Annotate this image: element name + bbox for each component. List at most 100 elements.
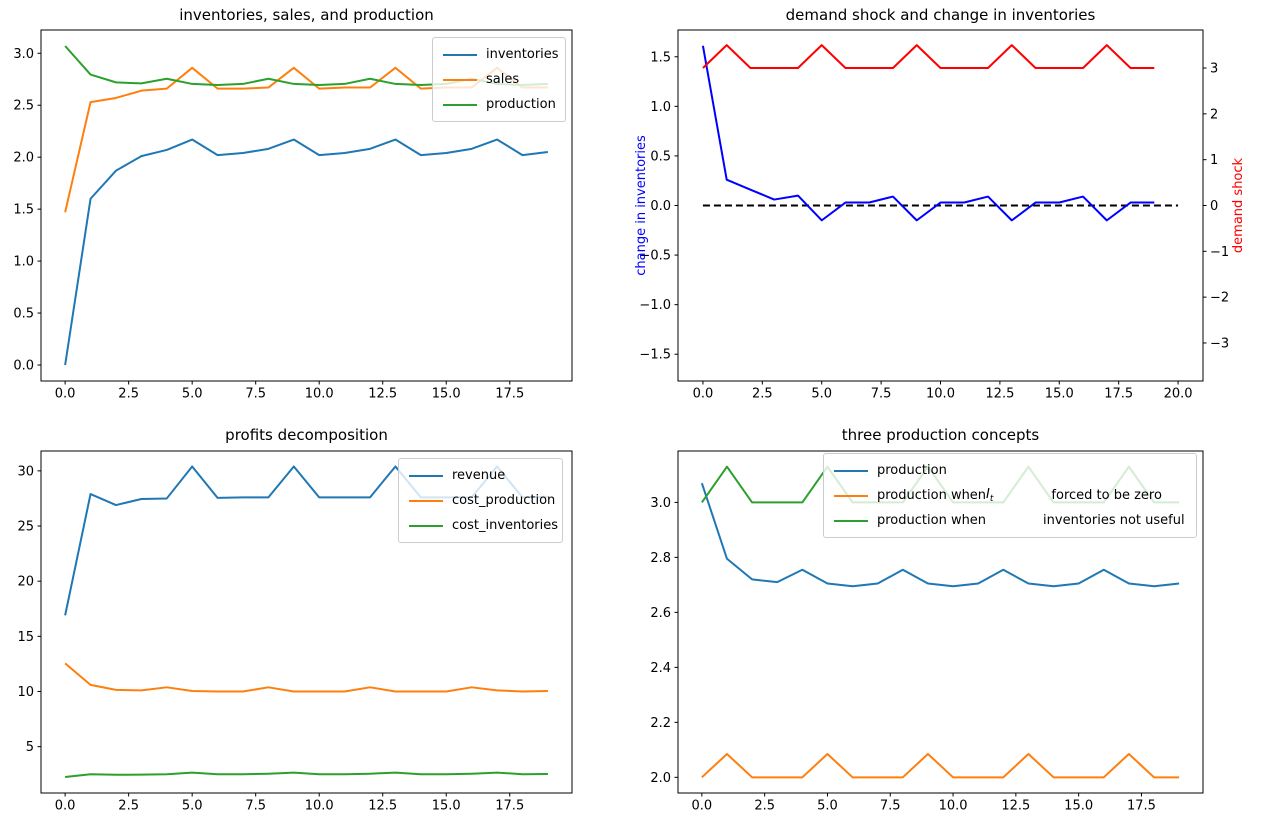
x-tick-label: 20.0	[1164, 387, 1193, 402]
y2-tick-label: −3	[1210, 336, 1229, 351]
x-tick-label: 5.0	[182, 387, 203, 402]
panel-profits-decomposition: 0.0 2.5 5.0 7.5 10.0 12.5 15.0 17.5 5 10 15 20 25 30 …	[0, 417, 632, 834]
series-cost-inventories	[65, 771, 548, 778]
legend: revenue cost_production cost_inventories	[398, 458, 563, 543]
legend-line-sample	[409, 474, 443, 477]
x-tick-label: 15.0	[432, 387, 461, 402]
legend-item: production	[443, 92, 556, 117]
y2-tick-label: −1	[1210, 245, 1229, 260]
y-tick-label: −1.5	[639, 348, 671, 363]
legend-line-sample	[443, 78, 477, 81]
legend-label: cost_production	[452, 493, 556, 508]
x-tick-label: 2.5	[118, 387, 139, 402]
x-tick-label: 17.5	[1127, 799, 1156, 814]
y-tick-label: 2.4	[650, 661, 671, 676]
legend-label-subscript: t	[989, 494, 994, 504]
y-tick-label: 3.0	[650, 496, 671, 511]
y-tick-label: 2.8	[650, 551, 671, 566]
y-tick-label: 2.0	[650, 771, 671, 786]
x-tick-label: 10.0	[939, 799, 968, 814]
legend: production production when It forced to be…	[823, 453, 1197, 538]
chart-title-three-production-concepts: three production concepts	[841, 426, 1040, 444]
axes-frame	[677, 450, 1204, 794]
legend-label-spacer	[986, 520, 1043, 521]
legend-label: revenue	[452, 468, 506, 483]
y-tick-label: 0.5	[650, 149, 671, 164]
y-tick-label: 5	[26, 740, 34, 755]
chart-title-inventories-sales-production: inventories, sales, and production	[179, 6, 434, 24]
series-change-in-inventories	[701, 45, 1155, 222]
legend: inventories sales production	[432, 37, 566, 122]
series-demand-shock	[702, 44, 1155, 70]
legend-item: production when inventories not useful	[834, 508, 1186, 533]
y-tick-label: 2.2	[650, 716, 671, 731]
x-tick-label: 17.5	[1104, 387, 1133, 402]
legend-label: inventories not useful	[1043, 513, 1185, 528]
legend-label: forced to be zero	[1051, 488, 1162, 503]
x-tick-label: 0.0	[55, 387, 76, 402]
y-tick-label: 30	[17, 464, 34, 479]
y-tick-label: 2.0	[13, 151, 34, 166]
legend-line-sample	[443, 53, 477, 56]
x-tick-label: 17.5	[495, 387, 524, 402]
y-tick-label: 15	[17, 630, 34, 645]
axes-frame	[40, 450, 573, 794]
y-axis-label-left: change in inventories	[634, 135, 649, 276]
x-tick-label: 17.5	[495, 799, 524, 814]
series-inventories	[64, 138, 548, 366]
y-tick-label: 1.0	[650, 100, 671, 115]
y2-tick-label: 3	[1210, 62, 1218, 77]
x-tick-label: 7.5	[245, 799, 266, 814]
x-tick-label: 12.5	[368, 799, 397, 814]
y-tick-label: 2.5	[13, 99, 34, 114]
y-tick-label: 10	[17, 685, 34, 700]
legend-line-sample	[443, 103, 477, 106]
legend-line-sample	[834, 494, 868, 497]
legend-label: production	[877, 463, 947, 478]
axes-frame	[40, 29, 573, 382]
legend-item: production when It forced to be zero	[834, 483, 1186, 508]
chart-title-demand-shock: demand shock and change in inventories	[785, 6, 1096, 24]
x-tick-label: 15.0	[1064, 799, 1093, 814]
legend-label-math: It	[986, 487, 994, 504]
legend-label: production when	[877, 488, 987, 503]
y2-tick-label: 1	[1210, 153, 1218, 168]
y-tick-label: 0.5	[13, 307, 34, 322]
y-tick-label: 1.5	[13, 203, 34, 218]
legend-item: production	[834, 458, 1186, 483]
x-tick-label: 7.5	[245, 387, 266, 402]
legend-label: inventories	[486, 47, 559, 62]
y-tick-label: 3.0	[13, 47, 34, 62]
x-tick-label: 12.5	[985, 387, 1014, 402]
legend-label: production	[486, 97, 556, 112]
legend-label-spacer	[993, 495, 1051, 496]
x-tick-label: 7.5	[880, 799, 901, 814]
chart-profits-decomposition: 0.0 2.5 5.0 7.5 10.0 12.5 15.0 17.5 5 10 15 20 25 30	[17, 450, 573, 814]
legend-label: sales	[486, 72, 520, 87]
y-tick-label: 2.6	[650, 606, 671, 621]
series-production	[700, 482, 1180, 588]
y-tick-label: 1.5	[650, 50, 671, 65]
x-tick-label: 10.0	[926, 387, 955, 402]
legend-item: revenue	[409, 463, 552, 488]
series-cost-production	[64, 662, 548, 693]
y-tick-label: 1.0	[13, 255, 34, 270]
chart-three-production-concepts: 0.0 2.5 5.0 7.5 10.0 12.5 15.0 17.5 2.0 2.2 2.4 2.6…	[650, 450, 1204, 814]
y2-tick-label: 0	[1210, 199, 1218, 214]
y2-tick-label: 2	[1210, 107, 1218, 122]
x-tick-label: 2.5	[752, 387, 773, 402]
y-tick-label: −0.5	[639, 249, 671, 264]
legend-label: production when	[877, 513, 987, 528]
chart-title-profits-decomposition: profits decomposition	[225, 426, 388, 444]
x-tick-label: 0.0	[693, 387, 714, 402]
chart-inventories-sales-production: 0.0 2.5 5.0 7.5 10.0 12.5 15.0 17.5 0.0 0.5 1.0 1.5…	[13, 29, 573, 402]
x-tick-label: 10.0	[305, 799, 334, 814]
x-tick-label: 2.5	[118, 799, 139, 814]
x-tick-label: 12.5	[1001, 799, 1030, 814]
y-tick-label: 0.0	[13, 358, 34, 373]
x-tick-label: 12.5	[368, 387, 397, 402]
legend-line-sample	[834, 469, 868, 472]
y2-tick-label: −2	[1210, 291, 1229, 306]
y-axis-label-right: demand shock	[1231, 157, 1246, 253]
